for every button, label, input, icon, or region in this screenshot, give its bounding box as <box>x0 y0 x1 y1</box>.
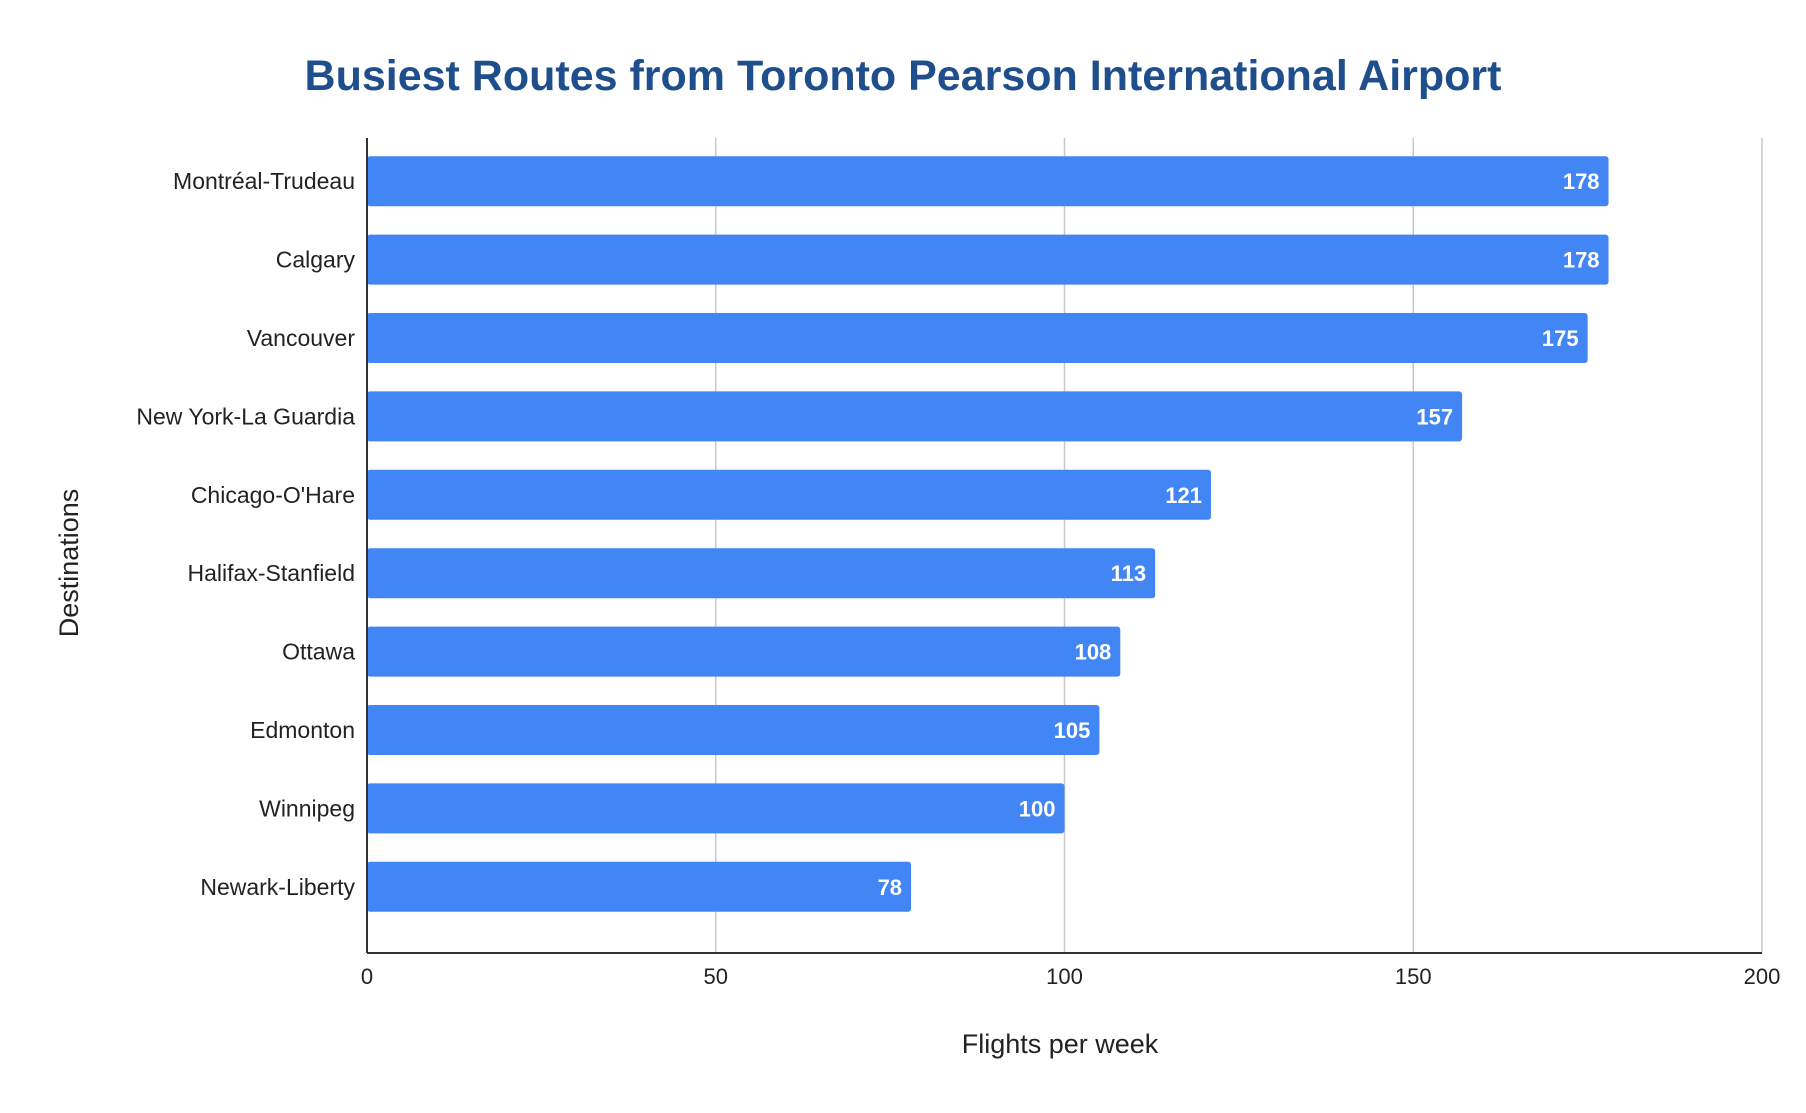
data-label: 178 <box>1563 248 1600 273</box>
data-label: 78 <box>878 875 902 900</box>
axes <box>366 138 1762 954</box>
category-label: Ottawa <box>282 639 355 665</box>
bar <box>367 313 1588 363</box>
category-label: Chicago-O'Hare <box>191 482 355 508</box>
data-label: 121 <box>1165 483 1202 508</box>
chart-title: Busiest Routes from Toronto Pearson Inte… <box>305 52 1502 100</box>
bars <box>367 156 1609 912</box>
category-label: Edmonton <box>250 717 355 743</box>
category-label: Calgary <box>276 247 356 273</box>
data-label: 178 <box>1563 169 1600 194</box>
category-label: Newark-Liberty <box>200 874 355 900</box>
bar <box>367 626 1121 677</box>
bar <box>367 469 1211 520</box>
bar <box>367 391 1463 442</box>
x-tick-label: 150 <box>1395 964 1432 989</box>
category-label: New York-La Guardia <box>136 403 355 429</box>
data-label: 108 <box>1075 640 1112 665</box>
data-label: 100 <box>1019 796 1056 821</box>
data-labels: 178 178 175 157 121 113 108 105 100 78 <box>878 169 1600 900</box>
x-tick-label: 50 <box>704 964 728 989</box>
category-label: Winnipeg <box>259 795 355 821</box>
x-tick-label: 100 <box>1046 964 1083 989</box>
category-labels: Montréal-Trudeau Calgary Vancouver New York… <box>136 168 355 900</box>
data-label: 113 <box>1111 561 1147 586</box>
x-axis-title: Flights per week <box>962 1029 1159 1059</box>
bar <box>367 548 1156 599</box>
data-label: 175 <box>1542 326 1579 351</box>
bar <box>367 861 912 912</box>
category-label: Halifax-Stanfield <box>188 560 355 586</box>
data-label: 105 <box>1054 718 1091 743</box>
y-axis-title: Destinations <box>54 489 84 638</box>
data-label: 157 <box>1416 404 1453 429</box>
bar <box>367 783 1065 834</box>
x-tick-labels: 0 50 100 150 200 <box>361 964 1780 989</box>
bar <box>367 234 1609 285</box>
category-label: Montréal-Trudeau <box>173 168 355 194</box>
bar <box>367 156 1609 207</box>
x-tick-label: 0 <box>361 964 373 989</box>
category-label: Vancouver <box>247 325 356 351</box>
x-tick-label: 200 <box>1744 964 1781 989</box>
bar <box>367 705 1100 755</box>
